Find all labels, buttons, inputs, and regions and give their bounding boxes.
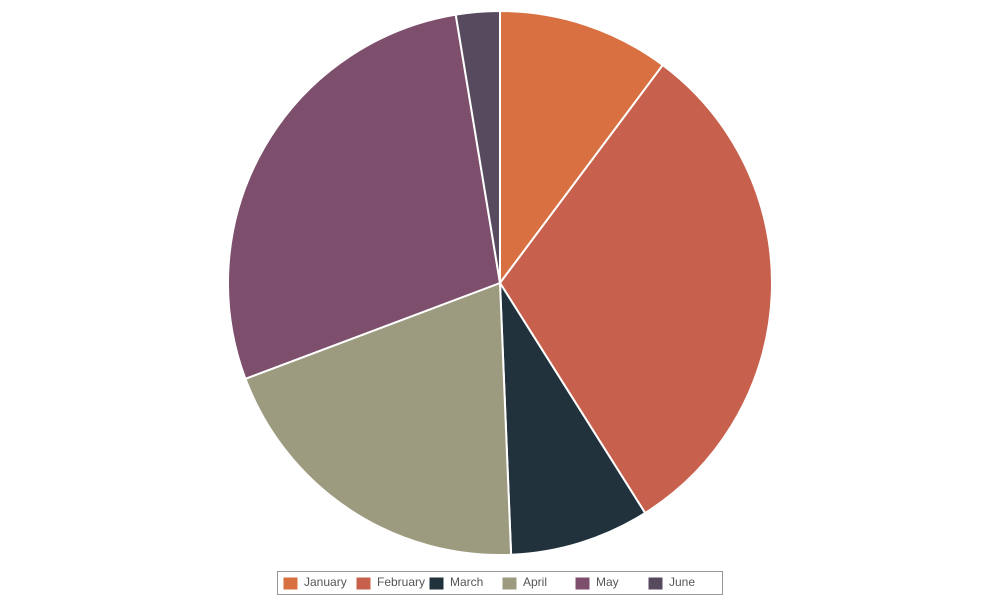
pie-slice bbox=[498, 279, 647, 556]
legend-swatch bbox=[355, 576, 372, 591]
pie-slice bbox=[454, 9, 501, 284]
legend-label: February bbox=[377, 575, 425, 589]
legend-swatch bbox=[428, 576, 445, 591]
pie-slice bbox=[244, 281, 513, 556]
pie-slice bbox=[499, 9, 665, 287]
legend-box bbox=[277, 571, 723, 595]
legend-label: May bbox=[596, 575, 619, 589]
pie-slice bbox=[498, 63, 773, 515]
legend-swatch bbox=[574, 576, 591, 591]
legend-swatch bbox=[647, 576, 664, 591]
legend-label: March bbox=[450, 575, 483, 589]
legend-swatch bbox=[501, 576, 518, 591]
legend-label: April bbox=[523, 575, 547, 589]
legend-swatch bbox=[282, 576, 299, 591]
legend-label: January bbox=[304, 575, 347, 589]
legend-label: June bbox=[669, 575, 695, 589]
pie-slice bbox=[227, 13, 502, 381]
